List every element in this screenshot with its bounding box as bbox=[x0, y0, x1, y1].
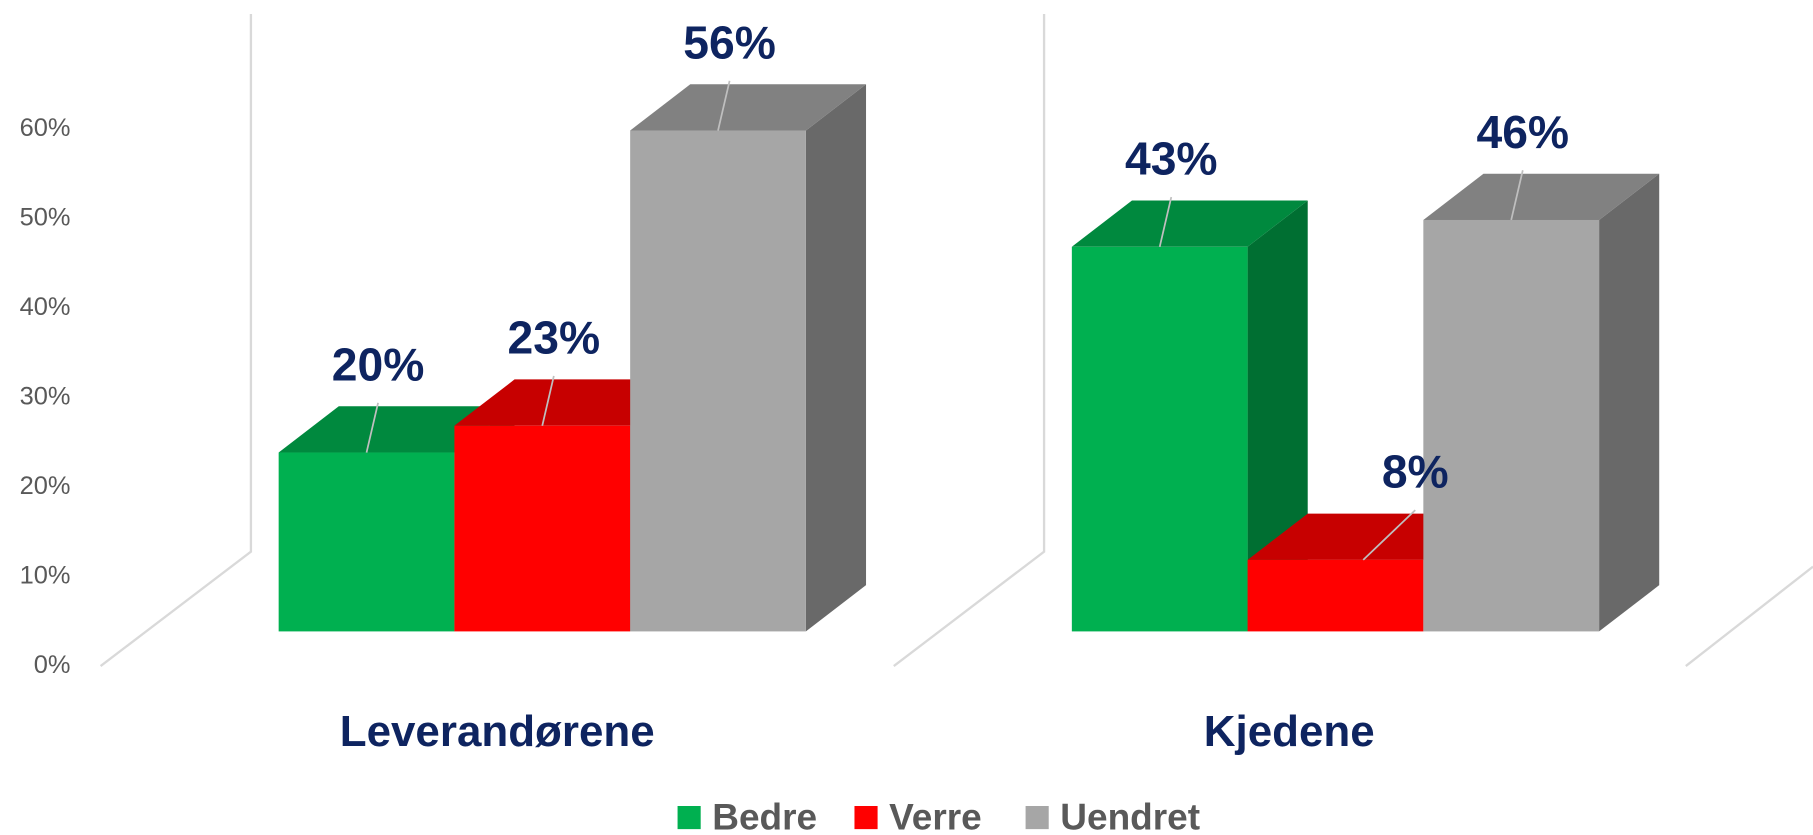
bar-side bbox=[805, 84, 867, 632]
legend-swatch bbox=[854, 806, 878, 830]
value-label: 23% bbox=[508, 311, 601, 363]
value-label: 43% bbox=[1125, 133, 1218, 185]
legend-swatch bbox=[1025, 806, 1049, 830]
y-tick-label: 0% bbox=[34, 651, 71, 679]
wall-line bbox=[893, 13, 1046, 668]
value-label: 46% bbox=[1476, 106, 1569, 158]
wall-line bbox=[99, 13, 253, 668]
legend-swatch bbox=[677, 806, 701, 830]
leader-line bbox=[1158, 196, 1173, 247]
y-tick-label: 20% bbox=[20, 472, 71, 500]
y-tick-label: 30% bbox=[20, 382, 71, 410]
leader-line bbox=[717, 80, 731, 131]
category-label: Leverandørene bbox=[340, 707, 655, 756]
wall-line bbox=[1685, 565, 1813, 668]
walls bbox=[99, 13, 1813, 668]
bar-top bbox=[630, 84, 867, 131]
bar-top bbox=[1423, 173, 1660, 220]
leader-line bbox=[1510, 170, 1524, 221]
value-label: 20% bbox=[332, 338, 425, 390]
category-label: Kjedene bbox=[1204, 707, 1375, 756]
bar bbox=[454, 425, 631, 632]
y-tick-label: 50% bbox=[20, 204, 71, 232]
legend-label: Verre bbox=[889, 797, 982, 835]
bar bbox=[630, 130, 806, 632]
leader-line bbox=[541, 375, 555, 426]
legend-label: Bedre bbox=[712, 797, 817, 835]
bar-top bbox=[1071, 200, 1308, 247]
leader-line bbox=[365, 402, 379, 453]
legend-label: Uendret bbox=[1060, 797, 1200, 835]
bar-side bbox=[1247, 200, 1308, 632]
value-label: 8% bbox=[1382, 446, 1449, 498]
leader-line bbox=[1362, 509, 1416, 561]
bar-side bbox=[1599, 173, 1660, 632]
y-tick-label: 60% bbox=[20, 114, 71, 142]
y-tick-label: 10% bbox=[20, 561, 71, 589]
bar bbox=[1423, 219, 1600, 632]
bar bbox=[1071, 246, 1248, 632]
y-tick-label: 40% bbox=[20, 293, 71, 321]
bar bbox=[278, 452, 455, 632]
value-label: 56% bbox=[683, 16, 776, 68]
bar bbox=[1247, 559, 1424, 632]
